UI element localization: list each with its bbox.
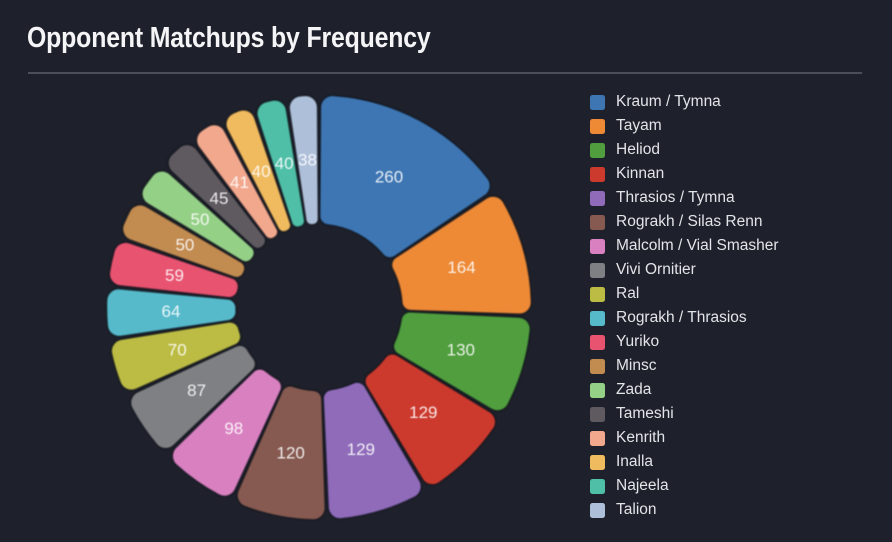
svg-text:38: 38	[298, 151, 317, 170]
svg-text:260: 260	[375, 168, 403, 187]
svg-text:59: 59	[165, 266, 184, 285]
svg-text:50: 50	[175, 236, 194, 255]
svg-text:120: 120	[277, 443, 305, 462]
svg-text:40: 40	[275, 154, 294, 173]
svg-text:98: 98	[224, 419, 243, 438]
svg-text:129: 129	[409, 403, 437, 422]
svg-text:164: 164	[447, 258, 475, 277]
svg-text:40: 40	[252, 162, 271, 181]
svg-text:70: 70	[168, 340, 187, 359]
svg-text:41: 41	[230, 173, 249, 192]
svg-text:130: 130	[447, 340, 475, 359]
svg-text:87: 87	[187, 381, 206, 400]
svg-text:64: 64	[162, 302, 181, 321]
svg-text:45: 45	[210, 189, 229, 208]
svg-text:50: 50	[191, 210, 210, 229]
svg-text:129: 129	[347, 440, 375, 459]
